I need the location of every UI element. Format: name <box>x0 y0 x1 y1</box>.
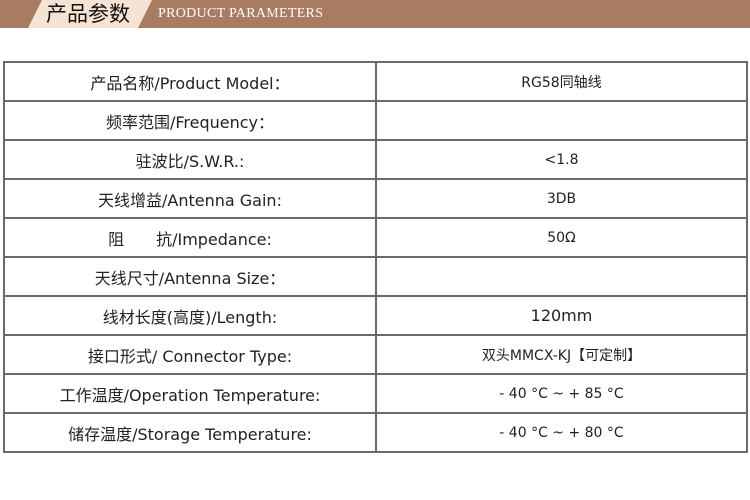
param-value: RG58同轴线 <box>375 61 748 102</box>
param-label: 储存温度/Storage Temperature: <box>3 412 377 453</box>
param-value: 50Ω <box>375 217 748 258</box>
param-label: 阻 抗/Impedance: <box>3 217 377 258</box>
table-row: 储存温度/Storage Temperature: - 40 °C ~ + 80 … <box>3 412 748 453</box>
param-label: 驻波比/S.W.R.: <box>3 139 377 180</box>
table-row: 驻波比/S.W.R.: <1.8 <box>3 139 748 180</box>
table-row: 工作温度/Operation Temperature: - 40 °C ~ + 8… <box>3 373 748 414</box>
banner-title-en: PRODUCT PARAMETERS <box>158 6 324 21</box>
table-row: 频率范围/Frequency： <box>3 100 748 141</box>
table-row: 天线增益/Antenna Gain: 3DB <box>3 178 748 219</box>
param-label: 产品名称/Product Model： <box>3 61 377 102</box>
table-row: 产品名称/Product Model： RG58同轴线 <box>3 61 748 102</box>
param-value <box>375 100 748 141</box>
table-row: 天线尺寸/Antenna Size： <box>3 256 748 297</box>
param-value: 120mm <box>375 295 748 336</box>
param-value <box>375 256 748 297</box>
param-value: 3DB <box>375 178 748 219</box>
table-row: 线材长度(高度)/Length: 120mm <box>3 295 748 336</box>
table-row: 接口形式/ Connector Type: 双头MMCX-KJ【可定制】 <box>3 334 748 375</box>
banner-tag <box>28 0 152 28</box>
param-value: - 40 °C ~ + 80 °C <box>375 412 748 453</box>
param-value: - 40 °C ~ + 85 °C <box>375 373 748 414</box>
product-parameters-table: 产品名称/Product Model： RG58同轴线 频率范围/Frequenc… <box>3 61 748 453</box>
param-value: <1.8 <box>375 139 748 180</box>
param-label: 天线尺寸/Antenna Size： <box>3 256 377 297</box>
section-banner: 产品参数 PRODUCT PARAMETERS <box>0 0 750 28</box>
param-label: 频率范围/Frequency： <box>3 100 377 141</box>
param-label: 线材长度(高度)/Length: <box>3 295 377 336</box>
param-label: 接口形式/ Connector Type: <box>3 334 377 375</box>
table-row: 阻 抗/Impedance: 50Ω <box>3 217 748 258</box>
param-value: 双头MMCX-KJ【可定制】 <box>375 334 748 375</box>
param-label: 天线增益/Antenna Gain: <box>3 178 377 219</box>
banner-title-cn: 产品参数 <box>46 2 130 26</box>
param-label: 工作温度/Operation Temperature: <box>3 373 377 414</box>
